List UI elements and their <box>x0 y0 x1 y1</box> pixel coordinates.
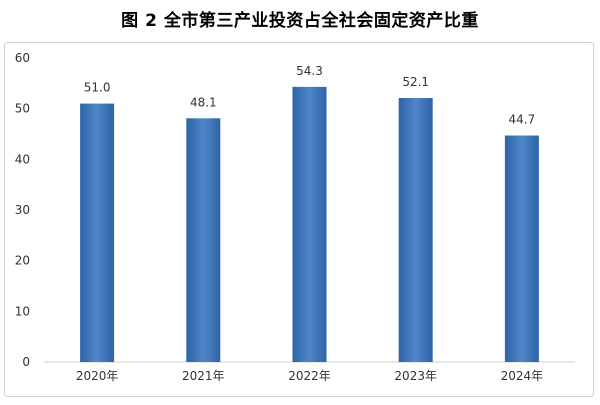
data-label: 51.0 <box>84 81 111 95</box>
y-tick-label: 50 <box>15 102 30 116</box>
y-axis-ticks: 0 10 20 30 40 50 60 <box>15 51 30 369</box>
bar-2024年 <box>504 135 539 362</box>
y-tick-label: 20 <box>15 254 30 268</box>
chart-title: 图 2 全市第三产业投资占全社会固定资产比重 <box>121 11 479 31</box>
data-label: 48.1 <box>190 95 217 109</box>
bar-2023年 <box>398 98 433 362</box>
x-tick-label: 2021年 <box>182 369 225 383</box>
x-tick-label: 2024年 <box>501 369 544 383</box>
bars <box>80 86 539 362</box>
data-label: 54.3 <box>296 64 323 78</box>
x-tick-label: 2023年 <box>394 369 437 383</box>
y-tick-label: 60 <box>15 51 30 65</box>
bar-2020年 <box>80 103 115 362</box>
x-tick-label: 2020年 <box>76 369 119 383</box>
bar-2021年 <box>186 118 221 362</box>
y-tick-label: 30 <box>15 203 30 217</box>
x-axis-ticks: 2020年 2021年 2022年 2023年 2024年 <box>76 369 543 383</box>
y-tick-label: 40 <box>15 152 30 166</box>
x-tick-label: 2022年 <box>288 369 331 383</box>
data-label: 44.7 <box>509 113 536 127</box>
data-labels: 51.0 48.1 54.3 52.1 44.7 <box>84 64 536 127</box>
y-tick-label: 0 <box>22 355 30 369</box>
bar-2022年 <box>292 86 327 362</box>
y-tick-label: 10 <box>15 304 30 318</box>
data-label: 52.1 <box>402 75 429 89</box>
